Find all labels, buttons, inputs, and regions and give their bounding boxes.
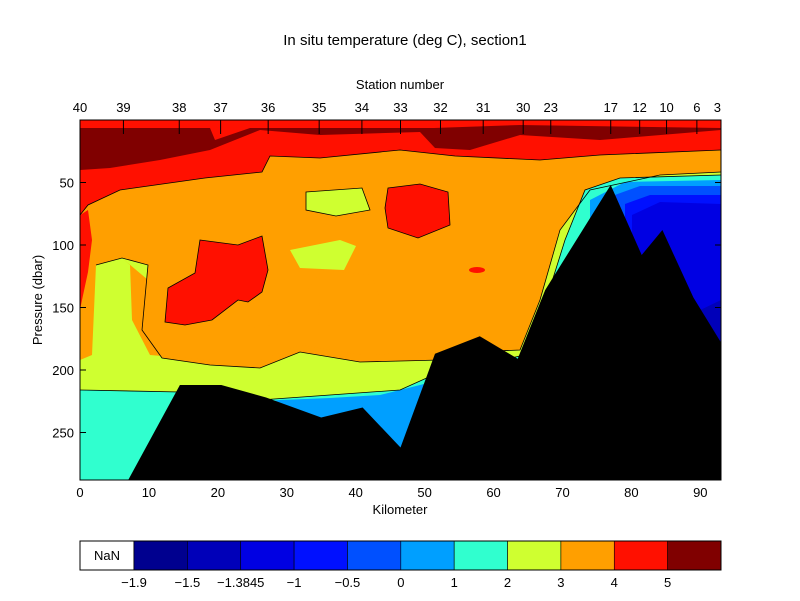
region-4-5-mid [165, 236, 268, 325]
station-label: 37 [213, 100, 227, 115]
colorbar-tick-label: 0 [397, 575, 404, 590]
station-label: 32 [433, 100, 447, 115]
station-label: 30 [516, 100, 530, 115]
station-label: 23 [544, 100, 558, 115]
station-label: 17 [603, 100, 617, 115]
colorbar-swatch [453, 540, 508, 571]
station-label: 39 [116, 100, 130, 115]
x-tick-label: 60 [486, 485, 500, 500]
y-tick-label: 250 [52, 426, 74, 441]
region-4-5-left [80, 210, 92, 310]
station-label: 34 [355, 100, 369, 115]
colorbar-tick-label: 2 [504, 575, 511, 590]
colorbar-swatches [133, 540, 722, 571]
colorbar-tick-label: −1.9 [121, 575, 147, 590]
y-tick-label: 150 [52, 301, 74, 316]
station-axis: 40 39 38 37 36 35 34 33 32 31 30 23 17 12 10 6 3 [73, 100, 722, 134]
region-4-5-spot2 [469, 267, 485, 273]
colorbar-swatch [133, 540, 188, 571]
colorbar-swatch [613, 540, 668, 571]
colorbar-tick-label: −1 [287, 575, 302, 590]
x-tick-label: 40 [348, 485, 362, 500]
seafloor-bottom [80, 185, 721, 480]
station-label: 35 [312, 100, 326, 115]
y-axis: 50 100 150 200 250 [52, 176, 721, 441]
colorbar-tick-label: 1 [451, 575, 458, 590]
y-tick-label: 200 [52, 363, 74, 378]
colorbar-tick-label: −1.3845 [217, 575, 264, 590]
x-tick-label: 30 [280, 485, 294, 500]
y-axis-label: Pressure (dbar) [30, 255, 45, 345]
region-2-3-patch2 [290, 240, 356, 270]
station-label: 6 [693, 100, 700, 115]
x-tick-label: 50 [417, 485, 431, 500]
colorbar-nan-label: NaN [94, 548, 120, 563]
region-4-5-top [80, 120, 721, 215]
x-tick-label: 90 [693, 485, 707, 500]
chart-title: In situ temperature (deg C), section1 [283, 32, 526, 49]
station-label: 38 [172, 100, 186, 115]
colorbar-tick-label: −1.5 [175, 575, 201, 590]
colorbar-frame [79, 540, 722, 571]
colorbar-tick-label: 3 [557, 575, 564, 590]
colorbar-swatch [293, 540, 348, 571]
x-tick-label: 80 [624, 485, 638, 500]
colorbar-swatch [507, 540, 562, 571]
region-4-5-cap [80, 120, 721, 140]
region-3-4-inner [122, 258, 520, 362]
region-above-5 [80, 120, 721, 170]
colorbar-swatch [667, 540, 722, 571]
station-label: 36 [261, 100, 275, 115]
region-2-3-patch [306, 188, 370, 216]
x-axis: 0 10 20 30 40 50 60 70 80 90 [76, 474, 708, 500]
y-tick-label: 50 [60, 176, 74, 191]
colorbar-swatch [187, 540, 242, 571]
station-label: 31 [476, 100, 490, 115]
station-label: 33 [393, 100, 407, 115]
station-label: 3 [714, 100, 721, 115]
colorbar-swatch [400, 540, 455, 571]
colorbar-swatch [347, 540, 402, 571]
colorbar-tick-label: −0.5 [335, 575, 361, 590]
top-axis-label: Station number [356, 77, 445, 92]
region-4-5-right [385, 184, 450, 238]
x-axis-label: Kilometer [373, 502, 429, 517]
x-tick-label: 10 [142, 485, 156, 500]
station-label: 40 [73, 100, 87, 115]
colorbar-swatch [240, 540, 295, 571]
y-tick-label: 100 [52, 238, 74, 253]
colorbar-swatch [560, 540, 615, 571]
x-tick-label: 70 [555, 485, 569, 500]
colorbar-tick-label: 5 [664, 575, 671, 590]
station-label: 12 [632, 100, 646, 115]
colorbar-tick-label: 4 [611, 575, 618, 590]
colorbar: NaN −1.9 −1.5 −1.3845 −1 −0.5 0 1 2 3 4 5 [79, 540, 722, 590]
station-label: 10 [659, 100, 673, 115]
x-tick-label: 0 [76, 485, 83, 500]
x-tick-label: 20 [211, 485, 225, 500]
colorbar-ticks: −1.9 −1.5 −1.3845 −1 −0.5 0 1 2 3 4 5 [121, 575, 671, 590]
